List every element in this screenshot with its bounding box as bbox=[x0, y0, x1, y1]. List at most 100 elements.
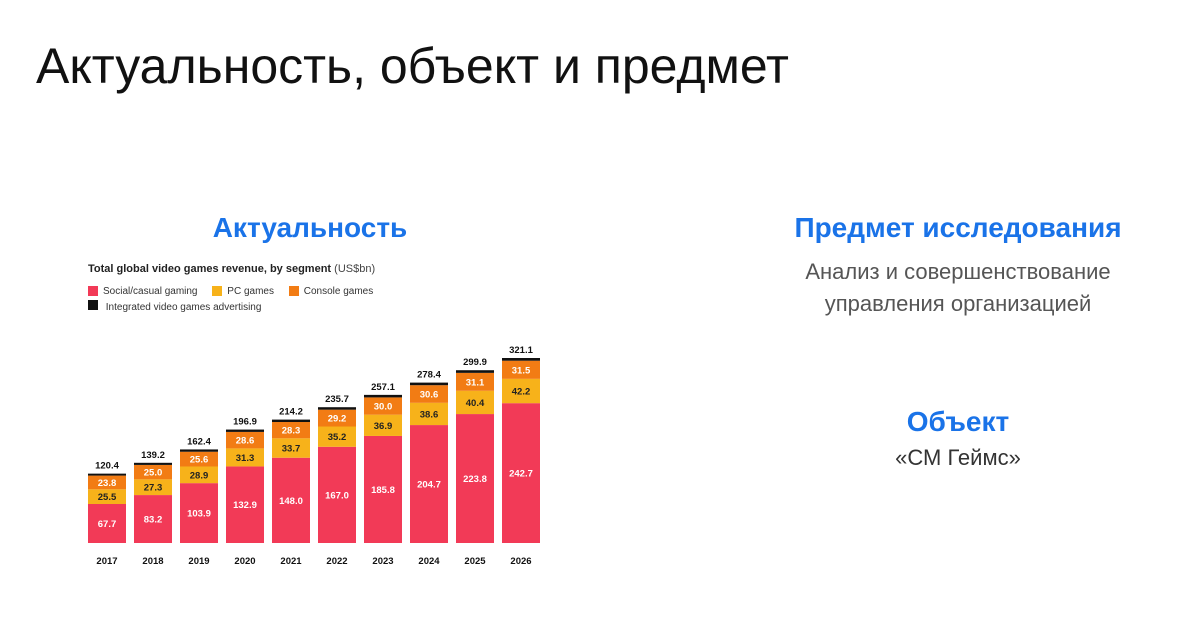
bar-segment-2019-s0 bbox=[180, 483, 218, 543]
data-label-2019-console: 25.6 bbox=[190, 455, 209, 466]
bar-segment-2020-s1 bbox=[226, 448, 264, 467]
legend-swatch-social bbox=[88, 286, 98, 296]
data-label-2023-pc: 36.9 bbox=[374, 421, 393, 432]
data-label-2017-pc: 25.5 bbox=[98, 492, 117, 503]
revenue-bar-chart: 67.7 25.5 23.8 120.4 2017 83.2 27.3 25.0 139.2 20… bbox=[88, 345, 540, 567]
bar-segment-2022-s1 bbox=[318, 426, 356, 447]
data-label-2021-pc: 33.7 bbox=[282, 444, 301, 455]
data-label-2022-console: 29.2 bbox=[328, 414, 347, 425]
total-label-2022: 235.7 bbox=[325, 394, 349, 405]
data-label-2024-console: 30.6 bbox=[420, 390, 439, 401]
data-label-2024-social: 204.7 bbox=[417, 480, 441, 491]
bar-segment-2024-s2 bbox=[410, 385, 448, 403]
data-label-2018-console: 25.0 bbox=[144, 468, 163, 479]
bar-segment-2017-s3 bbox=[88, 473, 126, 476]
bar-segment-2026-s3 bbox=[502, 358, 540, 361]
total-label-2025: 299.9 bbox=[463, 357, 487, 368]
bar-segment-2025-s0 bbox=[456, 414, 494, 543]
x-tick-2026: 2026 bbox=[510, 556, 531, 567]
data-label-2017-console: 23.8 bbox=[98, 478, 117, 489]
bar-segment-2021-s1 bbox=[272, 438, 310, 458]
data-label-2020-social: 132.9 bbox=[233, 500, 257, 511]
x-tick-2025: 2025 bbox=[464, 556, 486, 567]
x-tick-2018: 2018 bbox=[142, 556, 163, 567]
data-label-2021-console: 28.3 bbox=[282, 426, 301, 437]
total-label-2019: 162.4 bbox=[187, 436, 211, 447]
bar-segment-2018-s2 bbox=[134, 464, 172, 480]
legend-label-console: Console games bbox=[303, 285, 374, 297]
legend-item-pc: PC games bbox=[212, 282, 274, 300]
data-label-2018-social: 83.2 bbox=[144, 515, 163, 526]
bar-segment-2023-s2 bbox=[364, 397, 402, 415]
legend-swatch-advertising bbox=[88, 300, 98, 310]
data-label-2026-pc: 42.2 bbox=[512, 387, 531, 398]
bar-segment-2026-s0 bbox=[502, 403, 540, 543]
total-label-2020: 196.9 bbox=[233, 417, 257, 428]
data-label-2024-pc: 38.6 bbox=[420, 409, 439, 420]
data-label-2020-console: 28.6 bbox=[236, 436, 255, 447]
bar-segment-2018-s0 bbox=[134, 495, 172, 543]
data-label-2021-social: 148.0 bbox=[279, 496, 303, 507]
slide-title: Актуальность, объект и предмет bbox=[36, 38, 789, 94]
legend-item-console: Console games bbox=[288, 282, 374, 300]
chart-title-unit: (US$bn) bbox=[334, 263, 376, 275]
data-label-2025-console: 31.1 bbox=[466, 377, 485, 388]
data-label-2019-social: 103.9 bbox=[187, 509, 211, 520]
data-label-2017-social: 67.7 bbox=[98, 519, 117, 530]
legend-label-advertising: Integrated video games advertising bbox=[105, 302, 262, 313]
bar-segment-2019-s2 bbox=[180, 451, 218, 467]
total-label-2018: 139.2 bbox=[141, 450, 165, 461]
bar-segment-2022-s3 bbox=[318, 407, 356, 410]
subject-line-2: управления организацией bbox=[824, 291, 1092, 316]
legend-item-social: Social/casual gaming bbox=[88, 282, 198, 300]
data-label-2026-social: 242.7 bbox=[509, 469, 533, 480]
data-label-2025-pc: 40.4 bbox=[466, 398, 485, 409]
x-tick-2021: 2021 bbox=[280, 556, 302, 567]
chart-legend: Social/casual gaming PC games Console ga… bbox=[88, 282, 408, 318]
bar-segment-2020-s0 bbox=[226, 466, 264, 543]
total-label-2017: 120.4 bbox=[95, 461, 119, 472]
bar-segment-2025-s3 bbox=[456, 370, 494, 373]
bar-segment-2024-s0 bbox=[410, 425, 448, 543]
data-label-2019-pc: 28.9 bbox=[190, 470, 209, 481]
data-label-2023-social: 185.8 bbox=[371, 485, 395, 496]
legend-item-advertising: Integrated video games advertising bbox=[88, 300, 396, 318]
x-tick-2017: 2017 bbox=[96, 556, 117, 567]
bar-segment-2020-s3 bbox=[226, 429, 264, 432]
data-label-2025-social: 223.8 bbox=[463, 474, 487, 485]
bar-segment-2018-s3 bbox=[134, 462, 172, 465]
bar-segment-2024-s1 bbox=[410, 402, 448, 426]
bar-segment-2021-s2 bbox=[272, 422, 310, 439]
chart-title-text: Total global video games revenue, by seg… bbox=[88, 263, 332, 275]
data-label-2020-pc: 31.3 bbox=[236, 453, 255, 464]
subject-heading: Предмет исследования bbox=[794, 212, 1122, 243]
bar-segment-2019-s3 bbox=[180, 449, 218, 452]
data-label-2022-pc: 35.2 bbox=[328, 432, 347, 443]
x-tick-2022: 2022 bbox=[326, 556, 347, 567]
bar-segment-2026-s1 bbox=[502, 378, 540, 404]
bar-segment-2023-s0 bbox=[364, 435, 402, 543]
total-label-2026: 321.1 bbox=[509, 345, 533, 356]
bar-segment-2022-s2 bbox=[318, 409, 356, 427]
x-tick-2024: 2024 bbox=[418, 556, 440, 567]
total-label-2024: 278.4 bbox=[417, 370, 441, 381]
legend-label-social: Social/casual gaming bbox=[103, 285, 198, 297]
bar-segment-2021-s3 bbox=[272, 419, 310, 423]
total-label-2023: 257.1 bbox=[371, 382, 395, 393]
bar-segment-2018-s1 bbox=[134, 479, 172, 496]
bar-segment-2021-s0 bbox=[272, 457, 310, 543]
x-tick-2023: 2023 bbox=[372, 556, 393, 567]
relevance-heading: Актуальность bbox=[212, 212, 408, 243]
subject-description: Анализ и совершенствование управления ор… bbox=[748, 256, 1168, 320]
legend-label-pc: PC games bbox=[227, 285, 274, 297]
total-label-2021: 214.2 bbox=[279, 407, 303, 418]
data-label-2022-social: 167.0 bbox=[325, 490, 349, 501]
bar-segment-2017-s0 bbox=[88, 503, 126, 543]
bar-segment-2024-s3 bbox=[410, 382, 448, 386]
x-tick-2019: 2019 bbox=[188, 556, 209, 567]
subject-line-1: Анализ и совершенствование bbox=[805, 259, 1111, 284]
bar-segment-2026-s2 bbox=[502, 360, 540, 379]
object-description: «СМ Геймс» bbox=[895, 445, 1021, 470]
bar-segment-2025-s1 bbox=[456, 390, 494, 415]
legend-swatch-console bbox=[288, 286, 299, 296]
